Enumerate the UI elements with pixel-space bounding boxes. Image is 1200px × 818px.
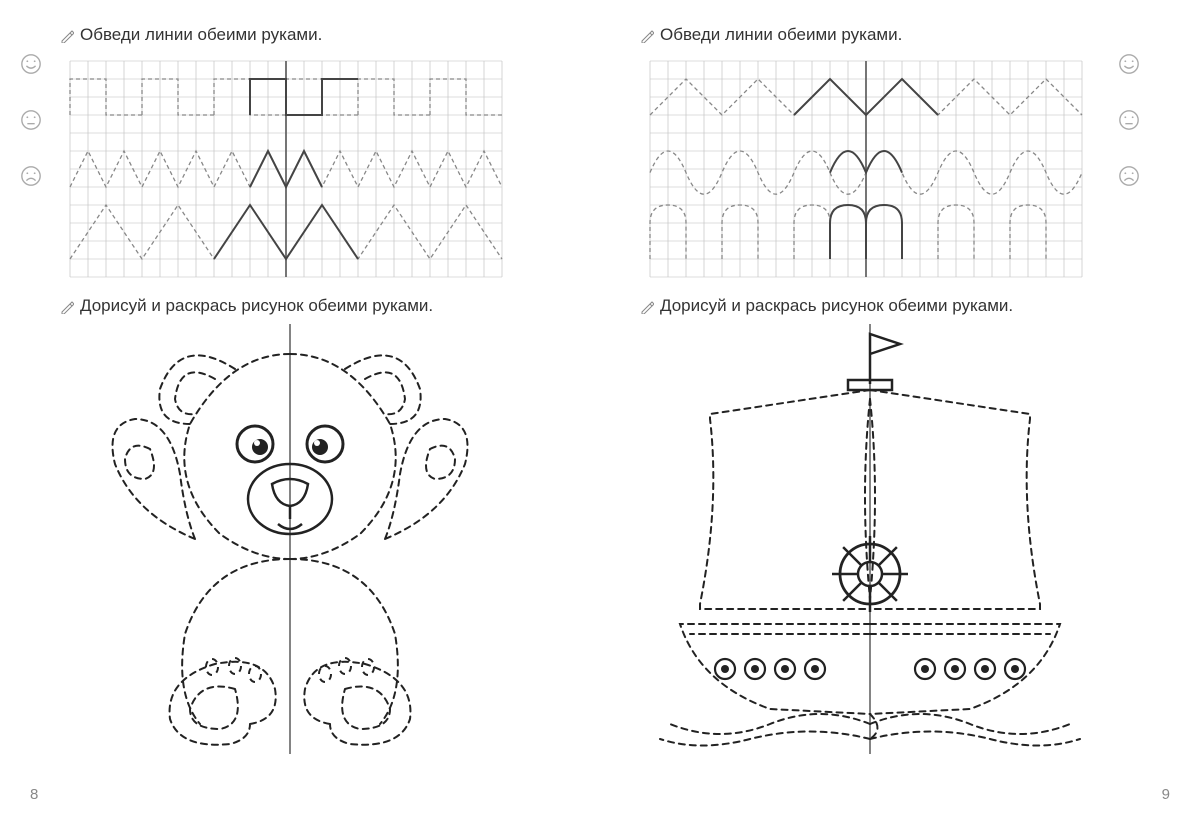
- instruction-text: Дорисуй и раскрась рисунок обеими руками…: [80, 296, 433, 316]
- instruction-text: Дорисуй и раскрась рисунок обеими руками…: [660, 296, 1013, 316]
- pencil-icon: [640, 28, 654, 42]
- instruction-text: Обведи линии обеими руками.: [660, 25, 902, 45]
- grid-svg-left: [60, 53, 520, 278]
- sad-face-icon: [1118, 165, 1140, 187]
- tracing-grid-right: [640, 53, 1100, 278]
- instruction-text: Обведи линии обеими руками.: [80, 25, 322, 45]
- page-right: Обведи линии обеими руками. Дорисуй и ра…: [600, 0, 1200, 818]
- drawing-ship: [640, 324, 1100, 754]
- happy-face-icon: [1118, 53, 1140, 75]
- sad-face-icon: [20, 165, 42, 187]
- instruction-bottom-right: Дорисуй и раскрась рисунок обеими руками…: [640, 296, 1140, 316]
- instruction-bottom-left: Дорисуй и раскрась рисунок обеими руками…: [60, 296, 560, 316]
- pencil-icon: [60, 28, 74, 42]
- pencil-icon: [60, 299, 74, 313]
- neutral-face-icon: [20, 109, 42, 131]
- page-number-right: 9: [1162, 786, 1170, 803]
- page-left: Обведи линии обеими руками. Дорисуй и ра…: [0, 0, 600, 818]
- tracing-grid-left: [60, 53, 520, 278]
- rating-faces: [20, 53, 42, 187]
- pencil-icon: [640, 299, 654, 313]
- instruction-top-right: Обведи линии обеими руками.: [640, 25, 1140, 45]
- page-number-left: 8: [30, 786, 38, 803]
- neutral-face-icon: [1118, 109, 1140, 131]
- instruction-top-left: Обведи линии обеими руками.: [60, 25, 560, 45]
- drawing-bear: [60, 324, 520, 754]
- rating-faces: [1118, 53, 1140, 187]
- happy-face-icon: [20, 53, 42, 75]
- grid-svg-right: [640, 53, 1100, 278]
